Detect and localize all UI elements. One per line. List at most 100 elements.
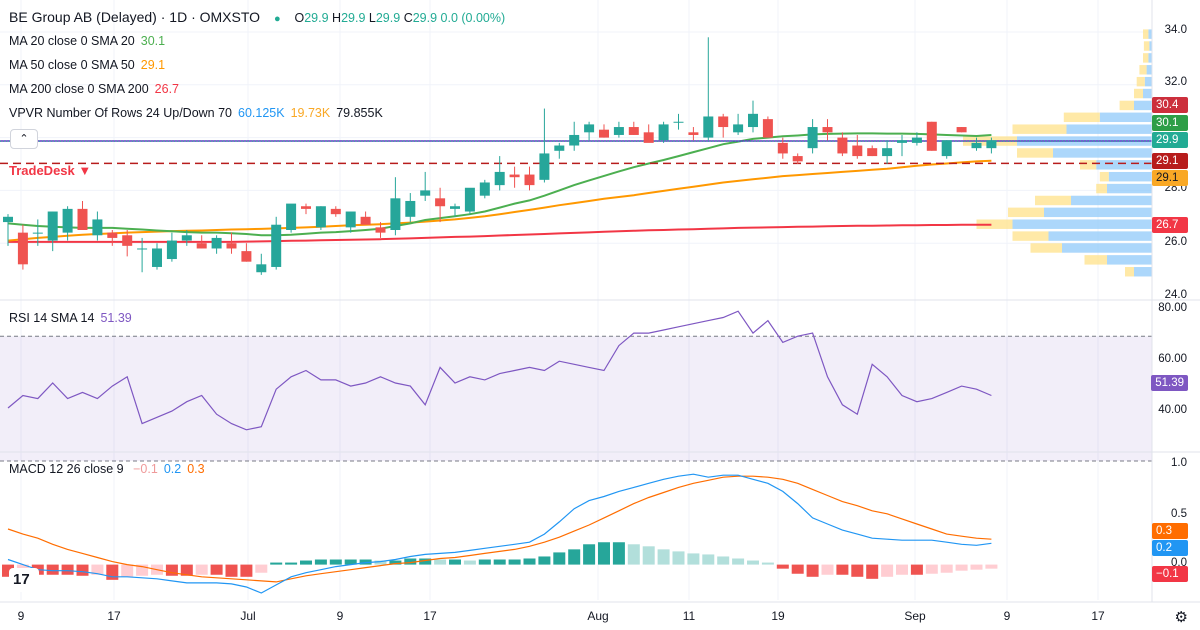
candle-body <box>107 232 118 238</box>
macd-histogram-bar <box>255 564 268 573</box>
macd-histogram-bar <box>717 556 730 565</box>
ma200-label: MA 200 close 0 SMA 200 <box>9 82 149 96</box>
candle-body <box>3 216 13 223</box>
candle-body <box>241 251 252 262</box>
candle-body <box>390 198 401 230</box>
candle-body <box>405 200 416 217</box>
vpvr-down-bar <box>1125 267 1134 277</box>
ma50-legend[interactable]: MA 50 close 0 SMA 50 29.1 <box>9 57 165 73</box>
candle-body <box>435 198 446 207</box>
macd-legend[interactable]: MACD 12 26 close 9 −0.1 0.2 0.3 <box>9 461 205 477</box>
candle-body <box>837 137 848 154</box>
candle-body <box>554 145 565 151</box>
vpvr-down-bar <box>1096 183 1107 194</box>
macd-histogram-bar <box>657 549 670 565</box>
price-pill-tradedesk: 29.1 <box>1152 153 1188 169</box>
candle-body <box>762 119 773 138</box>
macd-histogram-bar <box>538 556 551 565</box>
macd-hist-value: −0.1 <box>133 462 158 476</box>
vpvr-up-bar <box>1134 267 1152 277</box>
macd-histogram-bar <box>136 564 149 576</box>
candle-body <box>494 171 505 186</box>
candle-body <box>226 243 237 249</box>
price-pill-last-high: 30.4 <box>1152 97 1188 113</box>
candle-body <box>703 116 714 138</box>
rsi-value: 51.39 <box>100 311 132 325</box>
macd-histogram-bar <box>300 560 312 565</box>
vpvr-up-bar <box>1048 231 1152 241</box>
vpvr-up-bar <box>1053 148 1152 158</box>
macd-histogram-bar <box>374 560 387 565</box>
macd-histogram-bar <box>583 544 596 565</box>
vpvr-down-bar <box>1134 88 1143 99</box>
ma50-value: 29.1 <box>140 58 166 72</box>
tv-logo-text: 17 <box>13 571 30 588</box>
rsi-tick: 60.00 <box>1158 353 1187 365</box>
vpvr-up-bar <box>1107 255 1152 265</box>
price-pill-ma20: 30.1 <box>1152 115 1188 131</box>
vpvr-up-bar <box>1066 124 1152 134</box>
price-pill-ma200: 26.7 <box>1152 217 1188 233</box>
candle-body <box>256 264 267 273</box>
ma200-value: 26.7 <box>154 82 180 96</box>
vpvr-up-bar <box>1012 219 1152 229</box>
candle-body <box>688 132 699 135</box>
gear-icon[interactable]: ⚙ <box>1174 609 1188 626</box>
macd-hist-pill: −0.1 <box>1152 566 1188 582</box>
macd-histogram-bar <box>970 564 983 570</box>
vpvr-up-bar <box>1144 76 1152 87</box>
price-tick: 24.0 <box>1164 289 1187 301</box>
tradedesk-label[interactable]: TradeDesk ▼ <box>9 163 92 178</box>
macd-tick: 0.5 <box>1171 508 1187 520</box>
vpvr-down-bar <box>1119 100 1134 111</box>
ma20-legend[interactable]: MA 20 close 0 SMA 20 30.1 <box>9 33 165 49</box>
tradingview-logo[interactable]: 17 <box>9 568 39 592</box>
time-tick: 9 <box>1003 609 1011 623</box>
macd-histogram-bar <box>404 558 417 565</box>
macd-histogram-bar <box>314 559 327 565</box>
candle-body <box>166 240 177 260</box>
symbol-title[interactable]: BE Group AB (Delayed) · 1D · OMXSTO <box>9 9 261 25</box>
macd-histogram-bar <box>851 564 864 577</box>
candle-body <box>852 145 863 157</box>
close-value: 29.9 <box>412 11 438 25</box>
macd-signal-pill: 0.3 <box>1152 523 1188 539</box>
macd-histogram-bar <box>478 559 491 565</box>
macd-histogram-bar <box>568 549 581 565</box>
time-tick: 9 <box>336 609 344 623</box>
vpvr-up-bar <box>1096 160 1152 170</box>
macd-histogram-bar <box>508 559 521 565</box>
candle-body <box>807 127 818 149</box>
vpvr-up-bar <box>1146 65 1152 75</box>
vpvr-down-bar <box>1143 41 1150 51</box>
candle-body <box>733 124 744 133</box>
vpvr-down-value: 19.73K <box>290 106 331 120</box>
candle-body <box>211 237 222 249</box>
candle-body <box>77 208 88 230</box>
rsi-legend[interactable]: RSI 14 SMA 14 51.39 <box>9 310 132 326</box>
ma200-legend[interactable]: MA 200 close 0 SMA 200 26.7 <box>9 81 179 97</box>
macd-histogram-bar <box>285 562 298 565</box>
vpvr-legend[interactable]: VPVR Number Of Rows 24 Up/Down 70 60.125K… <box>9 105 383 121</box>
macd-histogram-bar <box>910 564 923 575</box>
candle-body <box>271 224 282 267</box>
vpvr-down-bar <box>1084 255 1107 265</box>
chevron-up-icon: ⌃ <box>19 133 29 145</box>
vpvr-up-bar <box>1108 171 1152 182</box>
macd-histogram-bar <box>672 551 685 565</box>
collapse-legend-button[interactable]: ⌃ <box>10 129 38 149</box>
vpvr-down-bar <box>1143 29 1149 39</box>
candle-body <box>867 148 878 157</box>
macd-histogram-bar <box>747 560 759 565</box>
rsi-line <box>7 310 992 431</box>
candle-body <box>92 219 103 236</box>
open-label: O <box>294 11 305 25</box>
candle-body <box>301 206 311 209</box>
macd-histogram-bar <box>270 562 283 565</box>
macd-histogram-bar <box>791 564 804 574</box>
macd-histogram-bar <box>165 564 178 576</box>
macd-label: MACD 12 26 close 9 <box>9 462 124 476</box>
macd-histogram-bar <box>836 564 849 575</box>
time-tick: Aug <box>587 609 609 623</box>
